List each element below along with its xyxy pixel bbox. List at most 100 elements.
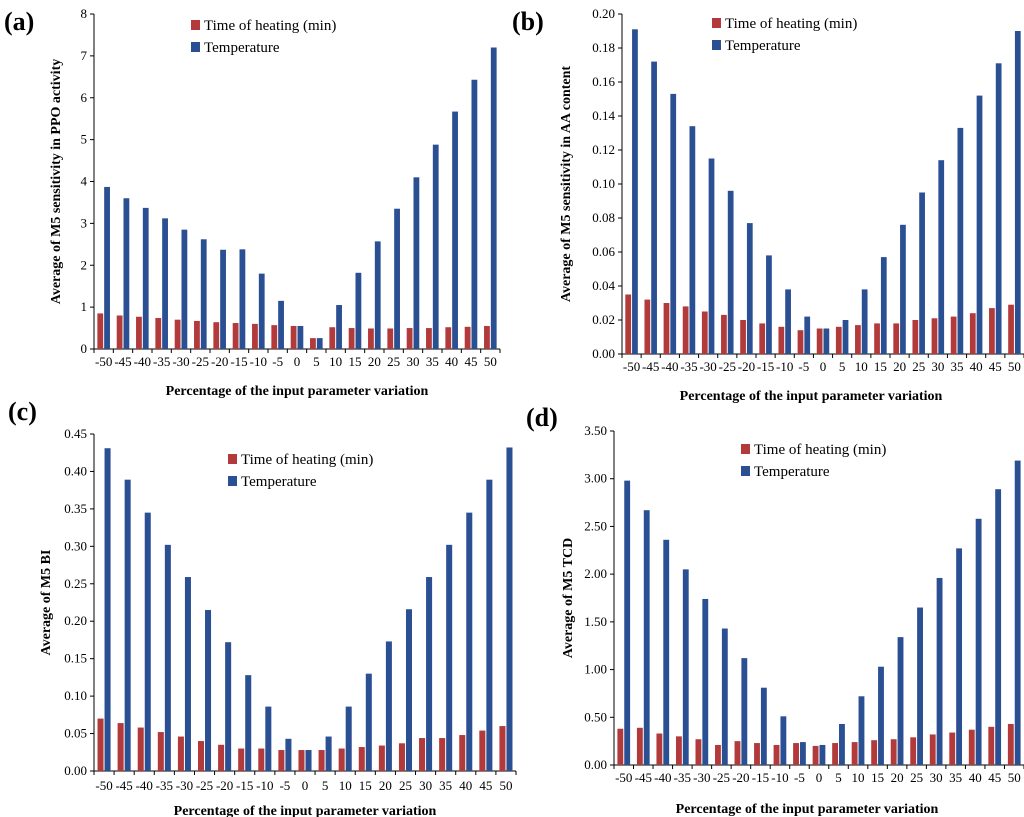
bar-time-of-heating (232, 323, 239, 349)
y-tick-label: 3 (81, 215, 88, 230)
y-tick-label: 0.50 (584, 709, 607, 724)
legend-label: Temperature (754, 464, 830, 480)
legend-swatch-time-of-heating (191, 20, 200, 30)
x-tick-label: 0 (816, 770, 823, 785)
chart-panel-2: (b) 0.00 0.02 0.04 0.06 0.08 0.10 0.12 0.14 0.16 0… (512, 6, 1024, 404)
x-tick-label: 5 (313, 354, 320, 369)
bar-temperature (104, 448, 111, 771)
panel-label: (d) (526, 403, 558, 432)
bar-time-of-heating (97, 718, 104, 771)
x-tick-label: 30 (930, 770, 943, 785)
bar-time-of-heating (218, 744, 225, 771)
bar-temperature (297, 325, 304, 349)
bar-temperature (405, 609, 413, 771)
x-tick-label: 25 (912, 359, 925, 374)
bar-temperature (123, 198, 130, 349)
x-tick-label: -25 (196, 778, 213, 793)
bar-time-of-heating (464, 326, 471, 349)
x-tick-label: -25 (719, 359, 736, 374)
x-tick-label: -5 (279, 778, 290, 793)
legend-label: Temperature (204, 40, 280, 56)
bar-time-of-heating (617, 728, 624, 765)
bar-time-of-heating (426, 328, 432, 349)
bar-temperature (975, 518, 982, 765)
bar-temperature (265, 706, 272, 771)
bar-time-of-heating (298, 750, 305, 771)
y-axis-label: Average of M5 sensitivity in PPO activit… (49, 59, 64, 304)
x-tick-label: 45 (479, 778, 492, 793)
bar-temperature (936, 577, 943, 765)
x-tick-label: 10 (852, 770, 865, 785)
bar-temperature (976, 95, 983, 354)
x-tick-label: -25 (713, 770, 730, 785)
x-tick-label: 45 (989, 359, 1002, 374)
bar-temperature (858, 696, 865, 765)
bar-time-of-heating (197, 741, 205, 771)
x-tick-label: 35 (949, 770, 962, 785)
y-tick-label: 0.16 (592, 74, 615, 89)
y-tick-label: 0.12 (592, 142, 615, 157)
bar-time-of-heating (912, 320, 919, 354)
bar-temperature (374, 241, 381, 349)
bar-time-of-heating (950, 316, 957, 354)
x-tick-label: -30 (172, 354, 189, 369)
y-tick-label: 6 (81, 90, 88, 105)
legend-swatch-temperature (741, 466, 750, 476)
bar-time-of-heating (310, 338, 316, 349)
y-tick-label: 0.06 (592, 244, 615, 259)
bar-time-of-heating (949, 732, 956, 765)
x-tick-label: -35 (156, 778, 173, 793)
chart-panel-3: (c) 0.00 0.05 0.10 0.15 0.20 0.25 0.30 0.35 0.40 0… (8, 397, 517, 817)
y-tick-label: 0.40 (64, 463, 87, 478)
bar-temperature (741, 658, 748, 765)
x-tick-label: -15 (230, 354, 247, 369)
bar-time-of-heating (387, 328, 394, 349)
bar-time-of-heating (893, 323, 900, 354)
bar-time-of-heating (406, 328, 413, 349)
chart-panel-4: (d)0.000.501.001.502.002.503.003.50-50 -4… (526, 403, 1024, 817)
bar-temperature (682, 569, 689, 765)
bar-time-of-heating (812, 745, 819, 765)
y-tick-label: 2.50 (584, 518, 607, 533)
y-tick-label: 8 (81, 6, 88, 21)
bar-time-of-heating (116, 315, 123, 349)
bar-time-of-heating (797, 330, 804, 354)
x-tick-label: 0 (302, 778, 309, 793)
bar-temperature (861, 289, 868, 354)
x-tick-label: 10 (329, 354, 342, 369)
y-tick-label: 0.10 (64, 688, 87, 703)
bar-temperature (995, 63, 1002, 355)
bar-time-of-heating (290, 325, 297, 349)
legend-label: Time of heating (min) (204, 18, 336, 34)
legend-label: Temperature (241, 474, 317, 490)
y-axis-label: Average of M5 TCD (561, 538, 576, 658)
legend: Time of heating (min) Temperature (191, 18, 336, 56)
bar-time-of-heating (157, 732, 164, 771)
y-tick-label: 1 (81, 299, 88, 314)
y-tick-label: 7 (81, 48, 88, 63)
y-tick-label: 1.00 (584, 662, 607, 677)
bar-time-of-heating (155, 318, 162, 349)
bar-time-of-heating (499, 726, 506, 771)
bar-time-of-heating (398, 743, 405, 771)
x-tick-label: -40 (134, 354, 151, 369)
bar-temperature (780, 716, 787, 765)
x-tick-label: -35 (153, 354, 170, 369)
y-tick-label: 0.05 (64, 726, 87, 741)
x-tick-label: -50 (623, 359, 640, 374)
x-tick-label: 5 (835, 770, 842, 785)
x-tick-label: 15 (871, 770, 884, 785)
bar-time-of-heating (656, 733, 663, 765)
x-tick-label: 50 (484, 354, 497, 369)
y-tick-label: 0.18 (592, 40, 615, 55)
x-tick-label: -30 (699, 359, 716, 374)
bar-temperature (839, 723, 845, 765)
bar-temperature (721, 628, 728, 765)
bar-temperature (355, 272, 362, 349)
x-tick-label: 0 (294, 354, 301, 369)
bar-temperature (200, 239, 207, 349)
bar-time-of-heating (874, 323, 880, 354)
bar-time-of-heating (793, 743, 799, 765)
bar-temperature (164, 544, 171, 771)
legend-swatch-temperature (228, 476, 237, 486)
